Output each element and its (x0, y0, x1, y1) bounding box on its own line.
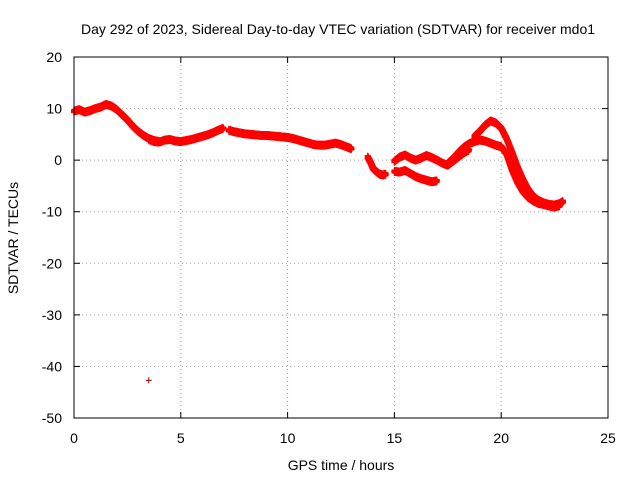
axis-ticks (73, 56, 609, 419)
series-track-b (145, 123, 227, 147)
series-track-c (225, 125, 355, 154)
series-track-d (364, 152, 389, 180)
grid-lines (74, 57, 608, 418)
chart-title: Day 292 of 2023, Sidereal Day-to-day VTE… (81, 21, 595, 37)
data-points (71, 100, 567, 384)
series-track-e (391, 166, 441, 187)
